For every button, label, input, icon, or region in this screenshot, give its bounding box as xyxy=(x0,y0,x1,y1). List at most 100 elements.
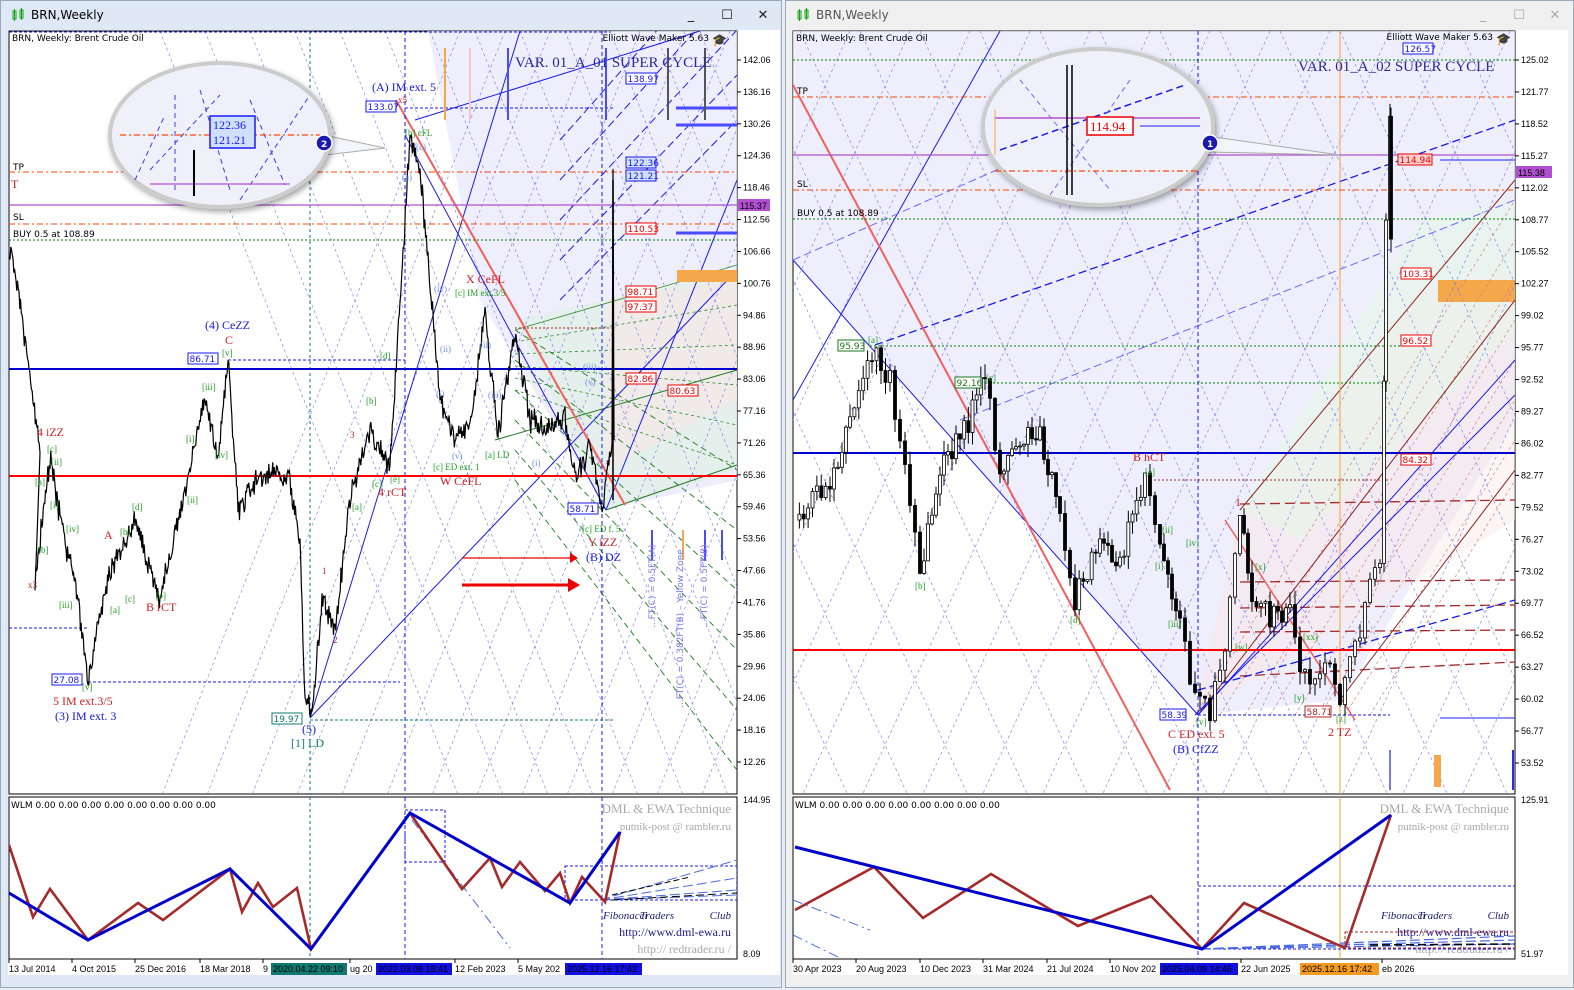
candle-body xyxy=(1153,495,1157,525)
price-tag: 122.36 xyxy=(628,159,660,169)
candle-body xyxy=(1077,578,1082,611)
candle-body xyxy=(958,433,962,440)
price-axis-label: 18.16 xyxy=(743,725,766,735)
wave-label: 3 xyxy=(350,430,355,440)
price-tag-box xyxy=(51,673,83,686)
candle-body xyxy=(966,420,971,433)
fan-line xyxy=(1197,359,1515,716)
time-marker-label: 2025.12.16 17:42 xyxy=(567,964,637,974)
target-zone xyxy=(1438,280,1515,302)
watermark-text: Fibonacci xyxy=(1380,910,1426,922)
current-price-label: 115.37 xyxy=(740,201,767,211)
fan-line xyxy=(611,892,737,901)
candle-body xyxy=(1143,472,1147,498)
minimize-button[interactable]: _ xyxy=(687,7,695,23)
time-axis-label: 20 Aug 2023 xyxy=(856,964,907,974)
wave-label: (iv) xyxy=(434,284,447,294)
grid-diagonal xyxy=(793,542,908,794)
variant-title: VAR. 01_A_02 SUPER CYCLE xyxy=(1298,59,1494,75)
candle-body xyxy=(1126,521,1131,557)
price-tag-box xyxy=(625,372,657,385)
price-axis-label: 142.06 xyxy=(743,55,771,65)
candle-body xyxy=(1389,115,1393,240)
maximize-button[interactable]: ☐ xyxy=(1513,7,1525,23)
candle-body xyxy=(1308,669,1312,685)
watermark-link[interactable]: http://www.dml-ewa.ru xyxy=(619,925,731,939)
wave-label: [v] xyxy=(82,682,93,692)
target-zone xyxy=(677,270,737,282)
candle-body xyxy=(1038,426,1042,441)
price-axis-label: 77.16 xyxy=(743,406,766,416)
dash-level xyxy=(1239,629,1515,633)
wave-label: [i] xyxy=(50,500,59,510)
watermark-link[interactable]: http:// redtrader.ru / xyxy=(637,942,731,956)
current-price-label: 115.38 xyxy=(1518,168,1545,178)
fan-line xyxy=(605,179,737,511)
candle-body xyxy=(844,426,848,453)
candle-body xyxy=(828,485,832,490)
time-axis-label: 21 Jul 2024 xyxy=(1047,964,1094,974)
channel-line xyxy=(605,464,737,511)
candle-body xyxy=(970,399,975,433)
wave-label: A xyxy=(104,528,113,542)
candle-body xyxy=(1348,656,1352,679)
candle-body xyxy=(954,433,958,460)
close-button[interactable]: ✕ xyxy=(757,7,769,23)
candle-body xyxy=(1068,549,1072,579)
grid-diagonal xyxy=(793,31,971,421)
wave-label: (iii) xyxy=(583,362,597,372)
wave-label: C ED ext. 5 xyxy=(1168,727,1225,741)
maximize-button[interactable]: ☐ xyxy=(721,7,733,23)
price-tag: 58.39 xyxy=(1162,711,1188,721)
candle-body xyxy=(856,390,861,409)
candle-body xyxy=(1130,513,1135,523)
wave-label: [iii] xyxy=(202,382,216,392)
wave-label: [x] xyxy=(1255,562,1266,572)
price-axis-label: 65.36 xyxy=(743,470,766,480)
wave-label: [iv] xyxy=(66,524,79,534)
wave-label: 2 xyxy=(333,635,338,645)
candle-body xyxy=(865,360,870,379)
price-axis-label: 83.06 xyxy=(743,374,766,384)
price-axis-label: 69.77 xyxy=(1521,598,1544,608)
price-tag: 58.71 xyxy=(1307,708,1333,718)
wave-label: x5 xyxy=(398,95,408,105)
watermark-text: Traders xyxy=(1418,910,1452,922)
wave-label: (4) CeZZ xyxy=(205,318,250,332)
candle-body xyxy=(1280,610,1284,623)
title-bar[interactable]: BRN,Weekly _ ☐ ✕ xyxy=(786,1,1573,29)
wave-label: 4 rCT xyxy=(378,485,407,499)
candle-body xyxy=(840,451,844,468)
t-label: T xyxy=(11,177,19,191)
wave-label: x3 xyxy=(28,580,38,590)
channel-line xyxy=(1197,299,1515,716)
title-bar[interactable]: BRN,Weekly _ ☐ ✕ xyxy=(1,1,781,29)
time-axis-label: ug 20 xyxy=(350,964,373,974)
wave-label: [v] xyxy=(222,348,233,358)
magnified-price: 121.21 xyxy=(213,133,246,147)
indicator-frame xyxy=(8,796,738,960)
wave-label: C xyxy=(225,333,233,347)
candle-body xyxy=(1134,499,1139,515)
current-price-tag xyxy=(1516,166,1552,178)
watermark-link[interactable]: http://www.dml-ewa.ru xyxy=(1397,925,1509,939)
candle-body xyxy=(1050,472,1054,476)
candle-body xyxy=(1338,684,1342,706)
time-axis-label: 25 Dec 2016 xyxy=(135,964,186,974)
candle-body xyxy=(1208,697,1212,722)
wave-label: 5 IM ext.3/5 xyxy=(53,694,113,708)
wave-label: [c] xyxy=(125,594,135,604)
indicator-name-label: Elliott Wave Maker 5.63 xyxy=(603,34,709,44)
fan-line xyxy=(559,31,737,221)
candle-body xyxy=(1081,578,1086,582)
candle-body xyxy=(870,360,874,363)
wave-label: W CeFL xyxy=(440,474,481,488)
price-tag: 133.07 xyxy=(368,103,400,113)
wave-label: [i] xyxy=(1155,561,1164,571)
indicator-header: WLM 0.00 0.00 0.00 0.00 0.00 0.00 0.00 0… xyxy=(795,801,1000,811)
close-button[interactable]: ✕ xyxy=(1549,7,1561,23)
price-tag-box xyxy=(954,376,982,389)
minimize-button[interactable]: _ xyxy=(1479,7,1487,23)
candle-body xyxy=(1042,426,1046,460)
